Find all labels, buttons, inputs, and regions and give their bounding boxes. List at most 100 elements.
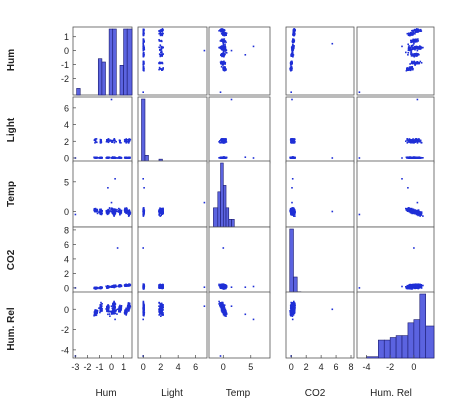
scatter-point [290, 142, 293, 144]
scatter-point [106, 211, 108, 213]
scatter-point [292, 43, 294, 46]
scatter-point [161, 212, 164, 214]
scatter-point [160, 48, 163, 51]
scatter-point [125, 156, 128, 159]
scatter-point [220, 45, 223, 48]
scatter-point [225, 32, 228, 35]
scatter-point [406, 67, 408, 69]
histogram-bar [220, 162, 224, 228]
histogram-bar [141, 98, 146, 164]
scatter-point [407, 49, 410, 52]
scatter-point [419, 45, 421, 47]
scatter-point [291, 98, 293, 101]
y-tick-label: 2 [64, 137, 69, 147]
scatter-point [291, 45, 294, 48]
scatter-point [223, 55, 225, 58]
y-tick-label: 0 [64, 153, 69, 163]
scatter-point [95, 138, 98, 140]
scatter-point [158, 214, 160, 216]
scatter-point [100, 210, 102, 212]
scatter-point [290, 213, 292, 216]
scatter-point [293, 32, 295, 34]
scatter-point [118, 209, 121, 212]
scatter-point [160, 51, 162, 54]
scatter-point [99, 212, 102, 214]
y-tick-label: 1 [64, 32, 69, 42]
scatter-point [162, 208, 164, 211]
scatter-point [159, 44, 162, 46]
scatter-point [291, 211, 294, 214]
scatter-point [414, 64, 416, 66]
scatter-point [417, 140, 420, 143]
scatter-point [413, 157, 415, 159]
scatter-point [142, 213, 144, 216]
scatter-point [119, 157, 121, 159]
scatter-point [142, 208, 145, 211]
scatter-point [218, 30, 220, 32]
scatter-point [293, 138, 296, 141]
scatter-point [222, 52, 225, 54]
scatter-point [99, 140, 102, 142]
scatter-point [224, 63, 226, 65]
scatter-point [223, 46, 225, 49]
scatter-point [160, 45, 162, 48]
scatter-point [225, 156, 228, 159]
scatter-point [159, 30, 161, 32]
scatter-point [123, 209, 126, 212]
scatter-point [414, 62, 417, 64]
scatter-point [158, 213, 160, 215]
scatter-point [128, 140, 131, 142]
scatter-point [408, 139, 411, 141]
scatter-point [128, 212, 131, 214]
scatter-point [222, 140, 225, 143]
scatter-point [114, 140, 116, 142]
scatter-point [128, 214, 130, 216]
scatter-point [416, 53, 419, 55]
scatter-point [142, 178, 144, 180]
scatter-point [409, 49, 412, 52]
histogram-bar [101, 61, 106, 96]
scatter-point [417, 213, 419, 215]
scatter-point [223, 47, 225, 50]
scatter-point [142, 49, 145, 52]
scatter-point [100, 141, 102, 144]
panel-light-vs-hum-frame [72, 96, 133, 164]
scatter-point [220, 62, 222, 65]
scatter-point [293, 157, 295, 159]
scatter-point [225, 139, 227, 141]
scatter-point [221, 48, 224, 50]
scatter-point [112, 210, 115, 213]
scatter-point [411, 30, 413, 32]
scatter-point [401, 157, 403, 159]
scatter-point [101, 212, 103, 214]
scatter-point [293, 29, 296, 31]
scatter-point [291, 201, 293, 204]
scatter-point [218, 46, 220, 49]
scatter-point [292, 139, 294, 142]
scatter-point [292, 46, 294, 48]
scatter-point [410, 66, 412, 68]
scatter-point [107, 141, 110, 143]
scatter-point [160, 208, 163, 211]
scatter-point [158, 210, 160, 212]
scatter-point [411, 45, 413, 48]
scatter-point [160, 50, 163, 52]
scatter-point [412, 53, 415, 56]
x-axis-labels: Hum Light Temp CO2 Hum. Rel [95, 388, 411, 399]
scatter-point [407, 54, 409, 56]
scatter-point [159, 55, 162, 58]
scatter-point [417, 30, 419, 33]
scatter-point [290, 138, 292, 140]
scatter-point [123, 157, 126, 159]
panel-temp-vs-hum-frame [72, 160, 133, 228]
scatter-point [142, 215, 145, 217]
x-label-hum: Hum [95, 388, 116, 399]
scatter-point [222, 45, 225, 47]
scatter-point [219, 47, 222, 50]
scatter-point [222, 138, 225, 140]
scatter-point [401, 45, 403, 48]
scatter-point [224, 66, 226, 68]
scatter-point [99, 286, 102, 289]
scatter-point [409, 48, 412, 50]
